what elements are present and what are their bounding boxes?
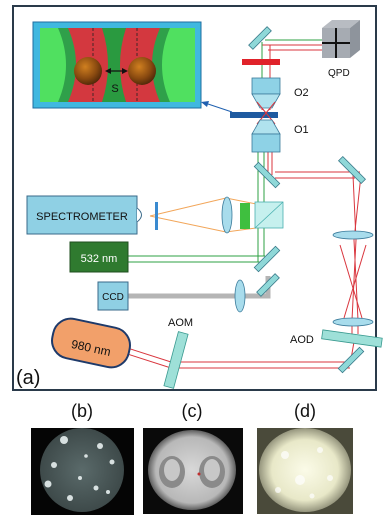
qpd-detector: [322, 20, 360, 58]
cube-diagonal: [254, 201, 284, 229]
trap-inset: [32, 21, 202, 109]
spectrometer-lens: [221, 196, 233, 234]
o2-label: O2: [294, 87, 309, 99]
telescope-lens-lower: [332, 317, 374, 327]
laser-532-box: [69, 241, 129, 273]
aod-crystal: [321, 329, 383, 348]
red-filter: [242, 59, 280, 65]
panel-label-b: (b): [71, 401, 93, 421]
spectrometer-box: [26, 195, 138, 235]
telescope-lens-upper: [332, 230, 374, 240]
aod-label: AOD: [290, 334, 314, 346]
laser-532-label: 532 nm: [81, 253, 118, 265]
top-mirror: [248, 26, 272, 50]
spectrometer-label: SPECTROMETER: [36, 211, 128, 223]
trapped-particle-right: [128, 57, 156, 85]
spectrometer-slit: [155, 202, 158, 230]
microscope-image-d: [257, 428, 353, 514]
green-beam-path: [128, 39, 330, 263]
separation-label: S: [111, 83, 118, 95]
inset-pointer-arrowhead: [201, 101, 209, 107]
ccd-mirror: [256, 273, 280, 297]
panel-label-d: (d): [294, 401, 316, 421]
ccd-label: CCD: [102, 292, 124, 303]
mirror-532: [253, 245, 281, 273]
aom-crystal: [163, 331, 189, 389]
microscope-image-c: [143, 428, 243, 514]
trapped-particle-left: [74, 57, 102, 85]
aom-label: AOM: [168, 317, 193, 329]
ccd-box: [97, 281, 129, 311]
objective-o1: [251, 119, 281, 153]
o1-label: O1: [294, 124, 309, 136]
microscope-image-b: [31, 428, 134, 515]
mirror-bottom-right: [337, 346, 365, 374]
inset-pointer-arrow: [204, 102, 233, 113]
ccd-lens: [234, 279, 246, 313]
right-mirror-upper: [337, 155, 367, 185]
dichroic-mirror-upper: [253, 161, 281, 189]
panel-label-c: (c): [182, 401, 203, 421]
sample-stage: [230, 112, 278, 118]
laser-980-box: [51, 317, 131, 369]
spectrometer-beam-path: [149, 197, 257, 233]
green-filter: [240, 203, 250, 229]
qpd-label: QPD: [328, 68, 350, 79]
spectrometer-port: [136, 207, 142, 223]
panel-label-a: (a): [16, 367, 40, 389]
